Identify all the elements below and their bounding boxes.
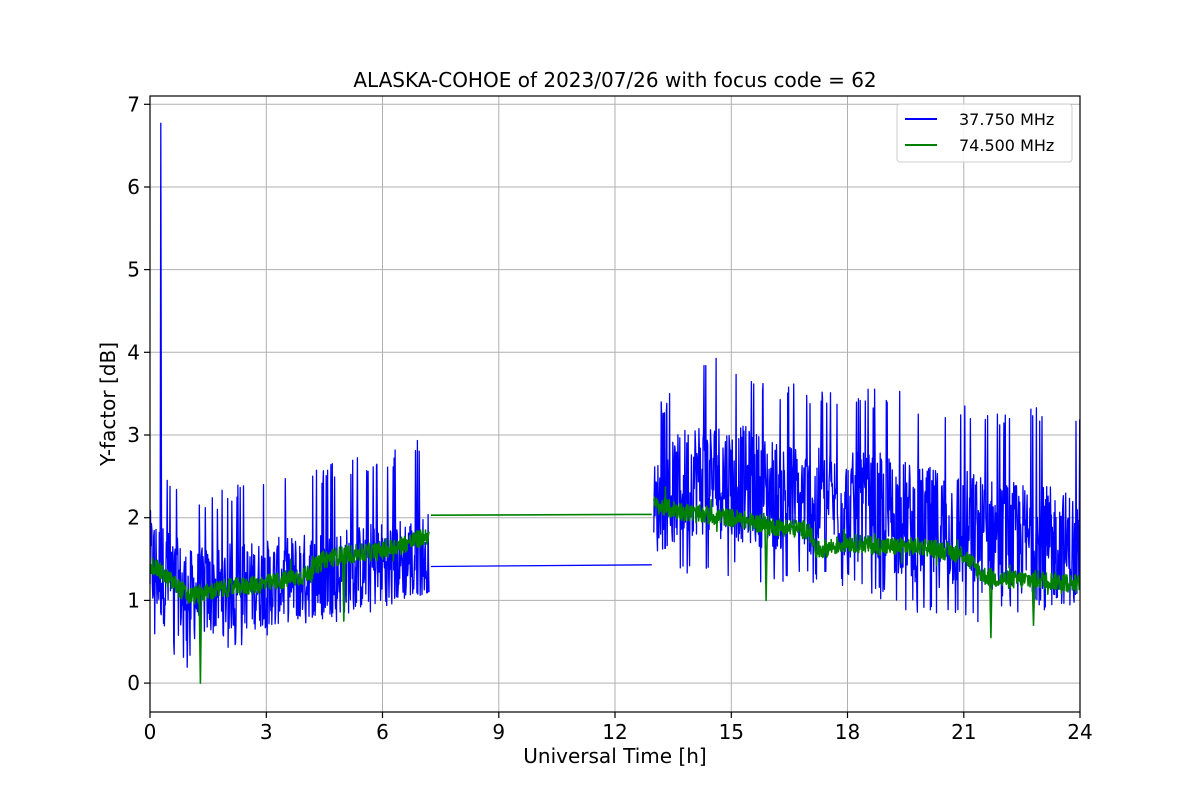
y-tick-label: 0 xyxy=(127,671,140,695)
x-tick-label: 12 xyxy=(602,720,627,744)
x-tick-label: 18 xyxy=(835,720,860,744)
x-tick-label: 6 xyxy=(376,720,389,744)
legend: 37.750 MHz 74.500 MHz xyxy=(896,103,1073,163)
x-tick-label: 21 xyxy=(951,720,976,744)
y-tick-label: 4 xyxy=(127,340,140,364)
chart-title: ALASKA-COHOE of 2023/07/26 with focus co… xyxy=(353,68,876,92)
x-tick-label: 3 xyxy=(260,720,273,744)
series-line-2 xyxy=(149,486,1081,684)
x-tick-label: 9 xyxy=(492,720,505,744)
y-tick-label: 1 xyxy=(127,588,140,612)
x-tick-label: 15 xyxy=(719,720,744,744)
x-tick-label: 0 xyxy=(144,720,157,744)
y-axis-label: Y-factor [dB] xyxy=(96,342,120,467)
y-tick-label: 7 xyxy=(127,92,140,116)
legend-box xyxy=(896,103,1073,163)
y-tick-label: 3 xyxy=(127,423,140,447)
x-tick-label: 24 xyxy=(1067,720,1092,744)
y-tick-label: 2 xyxy=(127,506,140,530)
legend-label-2: 74.500 MHz xyxy=(959,136,1054,155)
y-tick-label: 5 xyxy=(127,258,140,282)
x-axis-label: Universal Time [h] xyxy=(523,744,706,768)
series-line-1 xyxy=(149,122,1081,668)
series-layer xyxy=(149,122,1081,684)
legend-label-1: 37.750 MHz xyxy=(959,110,1054,129)
y-tick-label: 6 xyxy=(127,175,140,199)
